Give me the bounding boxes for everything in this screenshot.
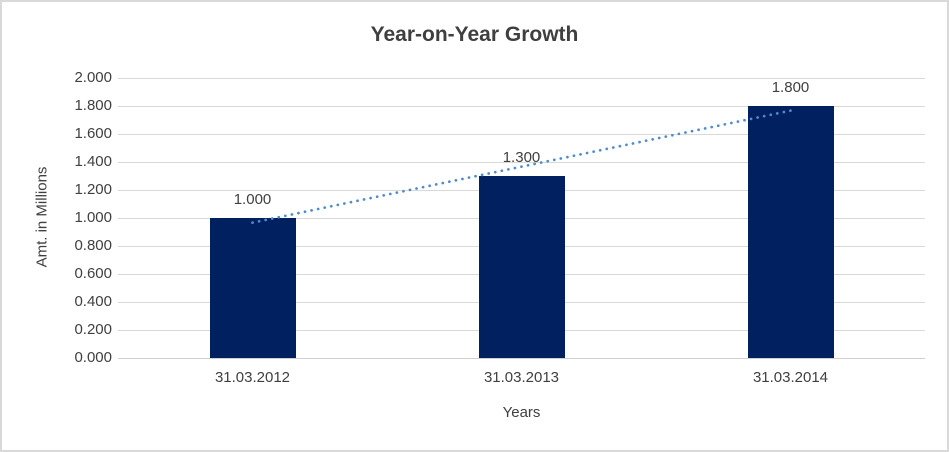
y-tick-label: 0.200 <box>74 321 112 338</box>
bar <box>209 218 296 358</box>
gridline <box>118 105 925 107</box>
x-axis-title: Years <box>502 404 541 421</box>
y-tick-label: 0.600 <box>74 265 112 282</box>
bar-value-label: 1.300 <box>502 149 541 166</box>
y-tick-label: 0.800 <box>74 237 112 254</box>
y-tick-label: 0.000 <box>74 349 112 366</box>
bar-value-label: 1.800 <box>771 79 810 96</box>
x-tick-label: 31.03.2012 <box>214 369 291 386</box>
y-tick-label: 1.400 <box>74 153 112 170</box>
gridline <box>118 77 925 79</box>
y-tick-label: 1.200 <box>74 181 112 198</box>
x-tick-label: 31.03.2014 <box>752 369 829 386</box>
y-tick-label: 2.000 <box>74 69 112 86</box>
plot-area: Years 1.000 31.03.2012 1.300 31.03.2013 1.80… <box>118 77 925 421</box>
bar <box>747 106 834 358</box>
chart-title: Year-on-Year Growth <box>370 23 579 46</box>
bar-value-label: 1.000 <box>233 191 272 208</box>
y-tick-label: 1.000 <box>74 209 112 226</box>
x-tick-label: 31.03.2013 <box>483 369 560 386</box>
y-tick-label: 1.800 <box>74 97 112 114</box>
y-tick-label: 0.400 <box>74 293 112 310</box>
y-tick-label: 1.600 <box>74 125 112 142</box>
bar <box>478 176 565 358</box>
